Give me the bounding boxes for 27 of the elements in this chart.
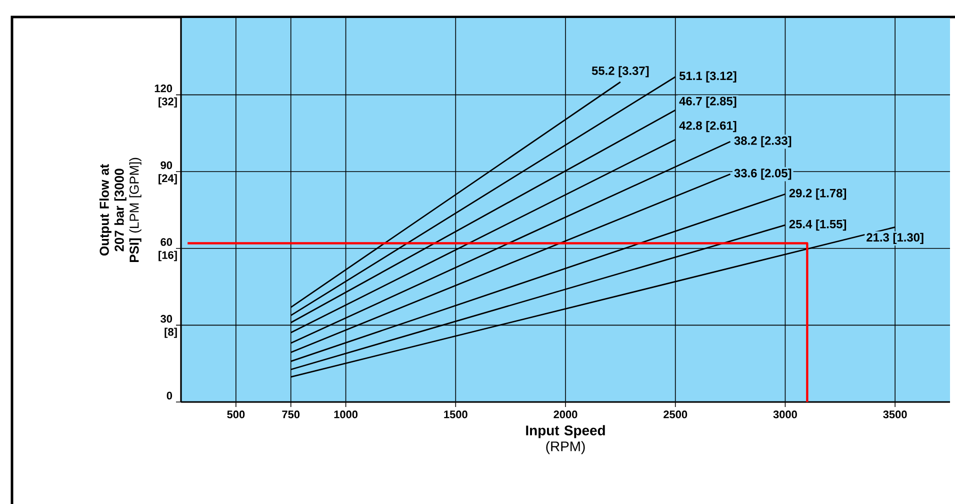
y2-tick-label: [24] bbox=[158, 174, 177, 184]
series-label: 29.2 [1.78] bbox=[789, 188, 846, 200]
series-label: 42.8 [2.61] bbox=[679, 121, 736, 132]
series-label: 51.1 [3.12] bbox=[679, 71, 736, 82]
y-tick-label: 120 bbox=[154, 84, 172, 92]
y-tick-label: 90 bbox=[160, 161, 172, 170]
y2-tick-label: [8] bbox=[164, 328, 177, 338]
x-tick-label: 750 bbox=[282, 410, 300, 418]
y-tick-label: 30 bbox=[160, 314, 172, 323]
y-tick-label: 0 bbox=[166, 392, 172, 400]
y2-tick-label: [16] bbox=[158, 250, 177, 262]
y2-tick-label: [32] bbox=[158, 97, 177, 108]
x-tick-label: 1500 bbox=[444, 410, 468, 418]
series-label: 38.2 [2.33] bbox=[734, 136, 792, 148]
x-tick-label: 3000 bbox=[773, 410, 797, 418]
x-tick-label: 2000 bbox=[554, 410, 578, 418]
x-tick-label: 1000 bbox=[334, 410, 358, 418]
series-label: 33.6 [2.05] bbox=[734, 168, 792, 180]
x-tick-label: 500 bbox=[227, 410, 245, 418]
series-label: 25.4 [1.55] bbox=[789, 220, 846, 231]
series-label: 46.7 [2.85] bbox=[679, 96, 736, 108]
x-axis-title: Input Speed (RPM) bbox=[526, 425, 605, 454]
x-tick-label: 2500 bbox=[664, 410, 688, 418]
x-tick-label: 3500 bbox=[883, 410, 907, 418]
y-tick-label: 60 bbox=[160, 238, 172, 246]
series-label: 55.2 [3.37] bbox=[592, 66, 649, 78]
series-label: 21.3 [1.30] bbox=[866, 232, 924, 244]
